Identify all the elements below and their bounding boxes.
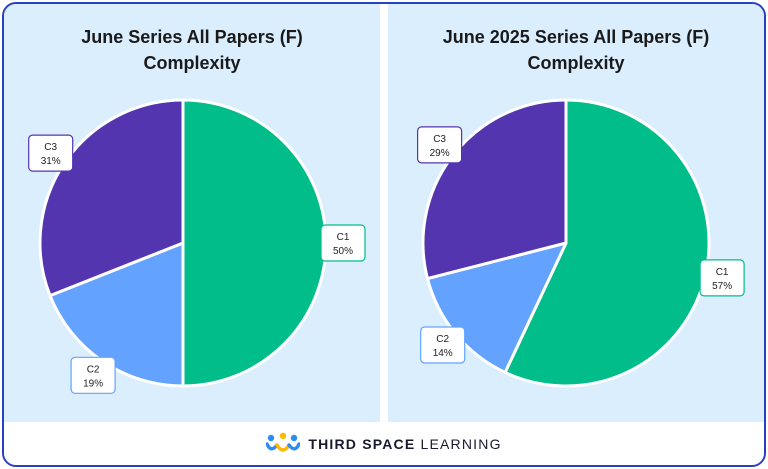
third-space-learning-logo-icon: [266, 432, 301, 452]
pie-label-category: C1: [337, 232, 350, 243]
pie-label-category: C2: [436, 334, 449, 345]
pie-label-value: 57%: [712, 281, 732, 292]
chart-panel-left: June Series All Papers (F) Complexity C1…: [4, 4, 380, 422]
chart-title: June Series All Papers (F) Complexity: [4, 24, 380, 76]
pie-slice-c1: [181, 98, 328, 388]
pie-label-category: C3: [433, 134, 446, 145]
brand-name: THIRD SPACE LEARNING: [308, 436, 501, 452]
pie-label-category: C1: [716, 267, 729, 278]
pie-label-value: 31%: [41, 156, 61, 167]
brand-name-bold: THIRD SPACE: [308, 435, 416, 452]
pie-label-value: 50%: [333, 246, 353, 257]
chart-title-line1: June Series All Papers (F): [81, 27, 303, 47]
pie-label-value: 19%: [83, 378, 103, 389]
brand-name-light: LEARNING: [420, 435, 502, 452]
chart-panel-right: June 2025 Series All Papers (F) Complexi…: [388, 4, 764, 422]
pie-label-category: C2: [87, 364, 100, 375]
chart-title-line2: Complexity: [143, 53, 241, 73]
pie-label-value: 14%: [433, 348, 453, 359]
pie-label-category: C3: [44, 142, 57, 153]
chart-title: June 2025 Series All Papers (F) Complexi…: [388, 24, 764, 76]
footer: THIRD SPACE LEARNING: [4, 422, 764, 465]
chart-title-line1: June 2025 Series All Papers (F): [442, 27, 710, 47]
chart-title-line2: Complexity: [527, 53, 625, 73]
pie-label-value: 29%: [430, 148, 450, 159]
